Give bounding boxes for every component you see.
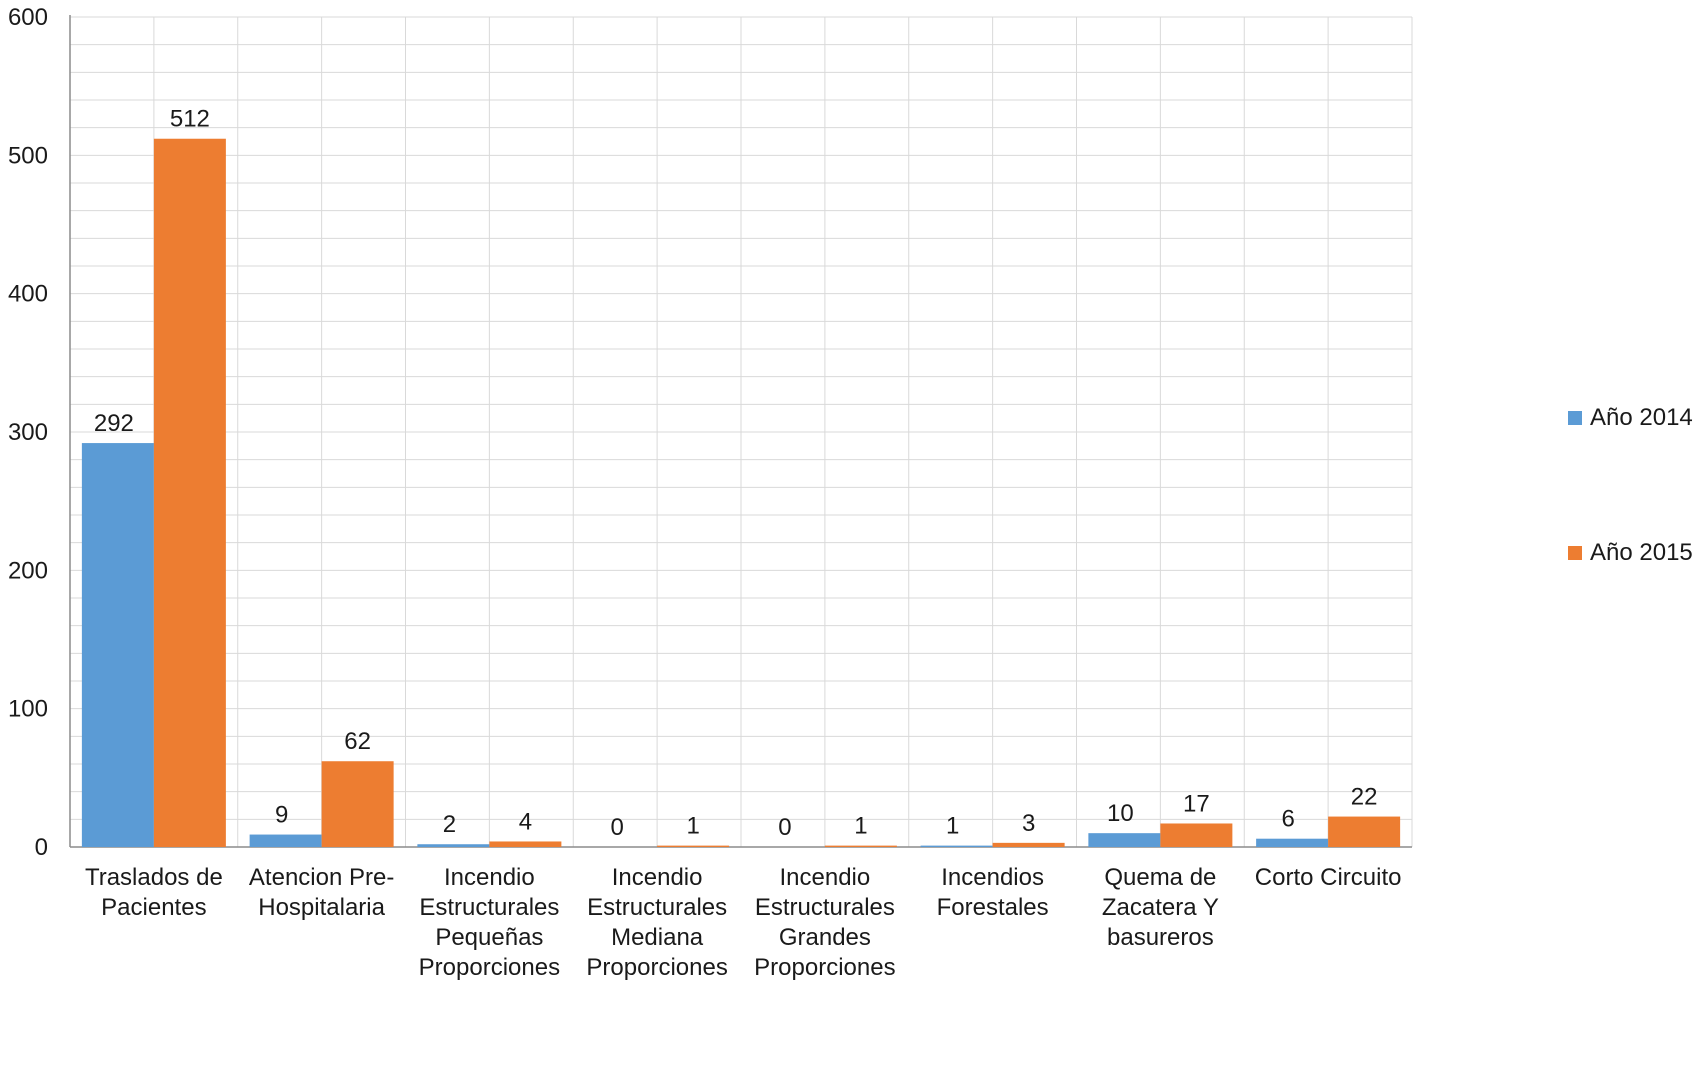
bar-2014: [920, 845, 993, 847]
bars: [81, 138, 1401, 847]
legend-label-2014: Año 2014: [1590, 404, 1693, 431]
legend-swatch-2015: [1568, 546, 1582, 560]
data-label-2015: 22: [1351, 784, 1378, 811]
data-label-2015: 62: [344, 728, 371, 755]
x-tick-label-line: basureros: [1107, 924, 1214, 951]
x-tick-label-line: Atencion Pre-: [249, 864, 394, 891]
x-tick-label-line: Incendio: [612, 864, 703, 891]
bar-2014: [249, 834, 322, 847]
x-tick-label-line: Incendio: [780, 864, 871, 891]
x-tick-label-line: Proporciones: [419, 954, 560, 981]
bar-2015: [657, 845, 730, 847]
data-label-2014: 0: [778, 814, 791, 841]
bar-2015: [1160, 823, 1233, 847]
y-tick-label: 100: [8, 696, 48, 723]
data-label-2015: 512: [170, 106, 210, 133]
x-tick-label-line: Corto Circuito: [1255, 864, 1402, 891]
x-tick-label-line: Quema de: [1104, 864, 1216, 891]
grid-lines: [69, 16, 1413, 848]
x-tick-label-line: Pequeñas: [435, 924, 543, 951]
bar-2015: [153, 138, 226, 847]
x-tick-label: Traslados de Pacientes: [85, 864, 223, 921]
x-tick-label: Incendio Estructurales Mediana Proporciones: [586, 864, 727, 981]
x-tick-label-line: Incendios: [941, 864, 1044, 891]
y-tick-label: 400: [8, 281, 48, 308]
legend-item-2014: Año 2014: [1568, 404, 1693, 432]
legend-swatch-2014: [1568, 411, 1582, 425]
x-tick-label: Atencion Pre- Hospitalaria: [249, 864, 394, 921]
data-label-2015: 3: [1022, 810, 1035, 837]
x-tick-label-line: Estructurales: [587, 894, 727, 921]
y-tick-label: 300: [8, 419, 48, 446]
data-label-2015: 1: [854, 813, 867, 840]
y-tick-label: 500: [8, 142, 48, 169]
data-label-2015: 1: [686, 813, 699, 840]
bar-2015: [824, 845, 897, 847]
legend: Año 2014 Año 2015: [1568, 404, 1693, 674]
data-label-2014: 9: [275, 802, 288, 829]
x-tick-label: Quema de Zacatera Y basureros: [1102, 864, 1219, 951]
data-label-2015: 17: [1183, 790, 1210, 817]
bar-2014: [1088, 833, 1161, 847]
data-label-2014: 2: [443, 811, 456, 838]
bar-2015: [992, 842, 1065, 847]
data-label-2014: 292: [94, 410, 134, 437]
data-label-2014: 1: [946, 813, 959, 840]
bar-2014: [81, 443, 154, 847]
data-label-2014: 6: [1281, 806, 1294, 833]
x-tick-label-line: Incendio: [444, 864, 535, 891]
bar-2015: [1328, 816, 1401, 847]
data-label-2014: 10: [1107, 800, 1134, 827]
y-tick-label: 600: [8, 4, 48, 31]
x-tick-label: Incendio Estructurales Pequeñas Proporcione…: [419, 864, 560, 981]
x-tick-label-line: Grandes: [779, 924, 871, 951]
bar-2014: [1256, 838, 1329, 847]
legend-item-2015: Año 2015: [1568, 539, 1693, 567]
y-tick-label: 200: [8, 557, 48, 584]
x-tick-label: Incendios Forestales: [937, 864, 1049, 921]
bar-2015: [489, 841, 562, 847]
x-tick-label-line: Proporciones: [586, 954, 727, 981]
x-tick-label-line: Zacatera Y: [1102, 894, 1219, 921]
data-label-2014: 0: [610, 814, 623, 841]
y-tick-label: 0: [35, 834, 48, 861]
bar-2014: [417, 844, 490, 847]
bar-2015: [321, 761, 394, 847]
data-label-2015: 4: [519, 808, 532, 835]
x-tick-label-line: Proporciones: [754, 954, 895, 981]
x-tick-label-line: Mediana: [611, 924, 704, 951]
x-tick-label-line: Forestales: [937, 894, 1049, 921]
legend-label-2015: Año 2015: [1590, 539, 1693, 566]
x-tick-label: Incendio Estructurales Grandes Proporciones: [754, 864, 895, 981]
x-tick-label-line: Hospitalaria: [258, 894, 385, 921]
x-tick-label-line: Traslados de: [85, 864, 223, 891]
x-tick-label-line: Estructurales: [755, 894, 895, 921]
x-tick-label-line: Estructurales: [419, 894, 559, 921]
x-tick-label: Corto Circuito: [1255, 864, 1402, 891]
x-tick-label-line: Pacientes: [101, 894, 206, 921]
